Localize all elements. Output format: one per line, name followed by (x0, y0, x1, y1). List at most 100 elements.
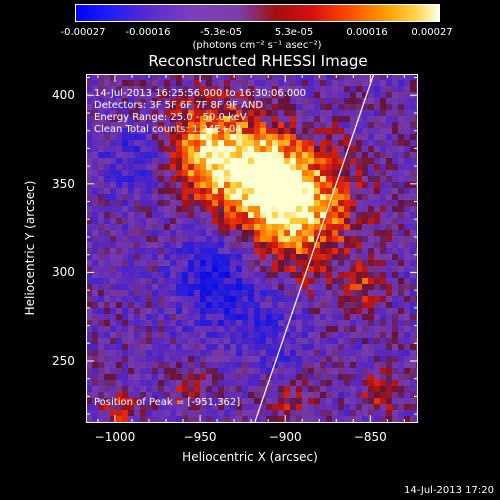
heatmap-cell (110, 290, 117, 297)
heatmap-cell (374, 302, 381, 309)
heatmap-cell (266, 242, 273, 249)
heatmap-cell (218, 368, 225, 375)
heatmap-cell (236, 128, 243, 135)
heatmap-cell (344, 146, 351, 153)
heatmap-cell (230, 302, 237, 309)
heatmap-cell (392, 188, 399, 195)
heatmap-cell (404, 290, 411, 297)
heatmap-cell (254, 368, 261, 375)
heatmap-cell (344, 140, 351, 147)
heatmap-cell (122, 410, 129, 417)
heatmap-cell (98, 242, 105, 249)
heatmap-cell (236, 278, 243, 285)
heatmap-cell (188, 170, 195, 177)
heatmap-cell (386, 80, 393, 87)
heatmap-cell (212, 146, 219, 153)
heatmap-cell (296, 296, 303, 303)
heatmap-cell (134, 308, 141, 315)
heatmap-cell (170, 314, 177, 321)
heatmap-cell (98, 224, 105, 231)
heatmap-cell (368, 398, 375, 405)
heatmap-cell (320, 272, 327, 279)
heatmap-cell (122, 110, 129, 117)
heatmap-cell (218, 236, 225, 243)
heatmap-cell (266, 236, 273, 243)
heatmap-cell (110, 392, 117, 399)
heatmap-cell (296, 278, 303, 285)
heatmap-cell (224, 212, 231, 219)
heatmap-cell (98, 116, 105, 123)
heatmap-cell (338, 332, 345, 339)
heatmap-cell (392, 314, 399, 321)
heatmap-cell (92, 164, 99, 171)
heatmap-cell (248, 200, 255, 207)
heatmap-cell (272, 158, 279, 165)
heatmap-cell (404, 236, 411, 243)
heatmap-cell (392, 362, 399, 369)
heatmap-cell (152, 212, 159, 219)
heatmap-cell (404, 110, 411, 117)
heatmap-cell (194, 338, 201, 345)
heatmap-cell (194, 302, 201, 309)
heatmap-cell (128, 236, 135, 243)
heatmap-cell (296, 242, 303, 249)
heatmap-cell (356, 278, 363, 285)
heatmap-cell (122, 260, 129, 267)
heatmap-cell (410, 140, 417, 147)
heatmap-cell (398, 260, 405, 267)
heatmap-cell (392, 416, 399, 423)
heatmap-cell (302, 224, 309, 231)
heatmap-cell (146, 290, 153, 297)
heatmap-cell (146, 218, 153, 225)
heatmap-cell (134, 194, 141, 201)
heatmap-cell (128, 266, 135, 273)
heatmap-cell (176, 188, 183, 195)
heatmap-cell (398, 80, 405, 87)
heatmap-cell (158, 86, 165, 93)
heatmap-cell (218, 404, 225, 411)
heatmap-cell (248, 188, 255, 195)
heatmap-cell (248, 104, 255, 111)
heatmap-cell (284, 80, 291, 87)
heatmap-cell (218, 224, 225, 231)
heatmap-cell (188, 218, 195, 225)
heatmap-cell (140, 182, 147, 189)
heatmap-cell (158, 392, 165, 399)
heatmap-cell (176, 176, 183, 183)
heatmap-cell (296, 416, 303, 423)
heatmap-cell (302, 242, 309, 249)
heatmap-cell (230, 314, 237, 321)
heatmap-cell (272, 416, 279, 423)
heatmap-cell (176, 182, 183, 189)
heatmap-cell (296, 86, 303, 93)
heatmap-cell (278, 242, 285, 249)
heatmap-cell (404, 386, 411, 393)
heatmap-cell (128, 104, 135, 111)
heatmap-cell (170, 236, 177, 243)
y-tick-label: 400 (52, 88, 75, 103)
heatmap-cell (176, 206, 183, 213)
heatmap-cell (398, 140, 405, 147)
heatmap-cell (140, 254, 147, 261)
heatmap-cell (200, 116, 207, 123)
heatmap-cell (218, 140, 225, 147)
heatmap-cell (278, 362, 285, 369)
heatmap-cell (356, 206, 363, 213)
heatmap-cell (140, 284, 147, 291)
heatmap-cell (128, 272, 135, 279)
colorbar-tick-label: -0.00027 (60, 27, 106, 38)
heatmap-cell (368, 404, 375, 411)
heatmap-cell (170, 212, 177, 219)
heatmap-cell (296, 410, 303, 417)
heatmap-cell (140, 206, 147, 213)
heatmap-cell (284, 236, 291, 243)
heatmap-cell (92, 80, 99, 87)
heatmap-cell (386, 344, 393, 351)
heatmap-cell (200, 98, 207, 105)
heatmap-cell (200, 164, 207, 171)
heatmap-cell (284, 194, 291, 201)
heatmap-cell (158, 218, 165, 225)
heatmap-cell (116, 110, 123, 117)
heatmap-cell (188, 404, 195, 411)
heatmap-cell (158, 308, 165, 315)
